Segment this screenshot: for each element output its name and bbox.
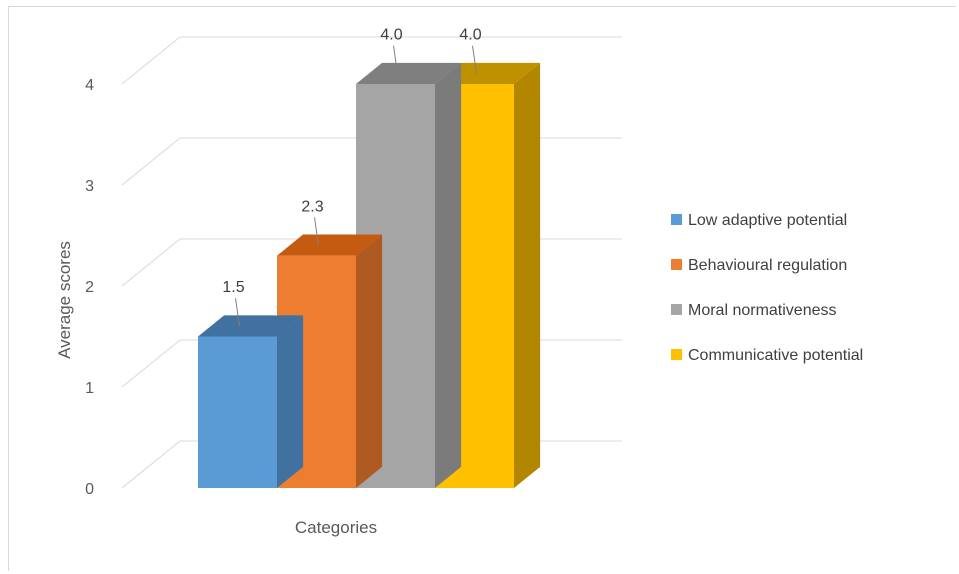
bar-side xyxy=(435,62,462,488)
legend-entry: Communicative potential xyxy=(688,347,863,364)
data-label: 4.0 xyxy=(459,27,481,44)
bar-side xyxy=(277,315,304,488)
legend-swatch xyxy=(671,349,682,360)
data-label-leader xyxy=(393,45,398,74)
legend: Low adaptive potential Behavioural regula… xyxy=(671,212,863,364)
gridline xyxy=(121,36,622,85)
data-labels: 1.5 2.3 4.0 4.0 xyxy=(222,27,482,327)
data-label: 4.0 xyxy=(380,27,402,44)
bar-top xyxy=(277,234,383,256)
bar-top xyxy=(198,315,304,337)
bar-front xyxy=(198,336,277,488)
data-label-leader xyxy=(472,45,477,74)
y-tick-label: 0 xyxy=(85,481,94,498)
chart-frame xyxy=(8,6,956,571)
y-tick-label: 4 xyxy=(85,77,94,94)
bars xyxy=(198,62,541,488)
y-tick-label: 2 xyxy=(85,279,94,296)
y-tick-label: 3 xyxy=(85,178,94,195)
bar-side xyxy=(356,234,383,488)
legend-entry: Moral normativeness xyxy=(688,302,837,319)
bar-1 xyxy=(198,315,304,488)
y-axis-ticks: 0 1 2 3 4 xyxy=(85,77,94,498)
legend-swatch xyxy=(671,214,682,225)
data-label-leader xyxy=(235,298,240,327)
bar-top xyxy=(435,62,541,84)
legend-entry: Low adaptive potential xyxy=(688,212,847,229)
legend-entry: Behavioural regulation xyxy=(688,257,847,274)
y-tick-label: 1 xyxy=(85,380,94,397)
data-label-leader xyxy=(314,217,319,246)
data-label: 1.5 xyxy=(222,279,244,296)
y-axis-title: Average scores xyxy=(55,241,74,359)
bar-side xyxy=(514,62,541,488)
legend-swatch xyxy=(671,259,682,270)
bar-2 xyxy=(277,234,383,488)
data-label: 2.3 xyxy=(301,198,323,215)
x-axis-title: Categories xyxy=(295,518,377,537)
bar-top xyxy=(356,62,462,84)
legend-swatch xyxy=(671,304,682,315)
